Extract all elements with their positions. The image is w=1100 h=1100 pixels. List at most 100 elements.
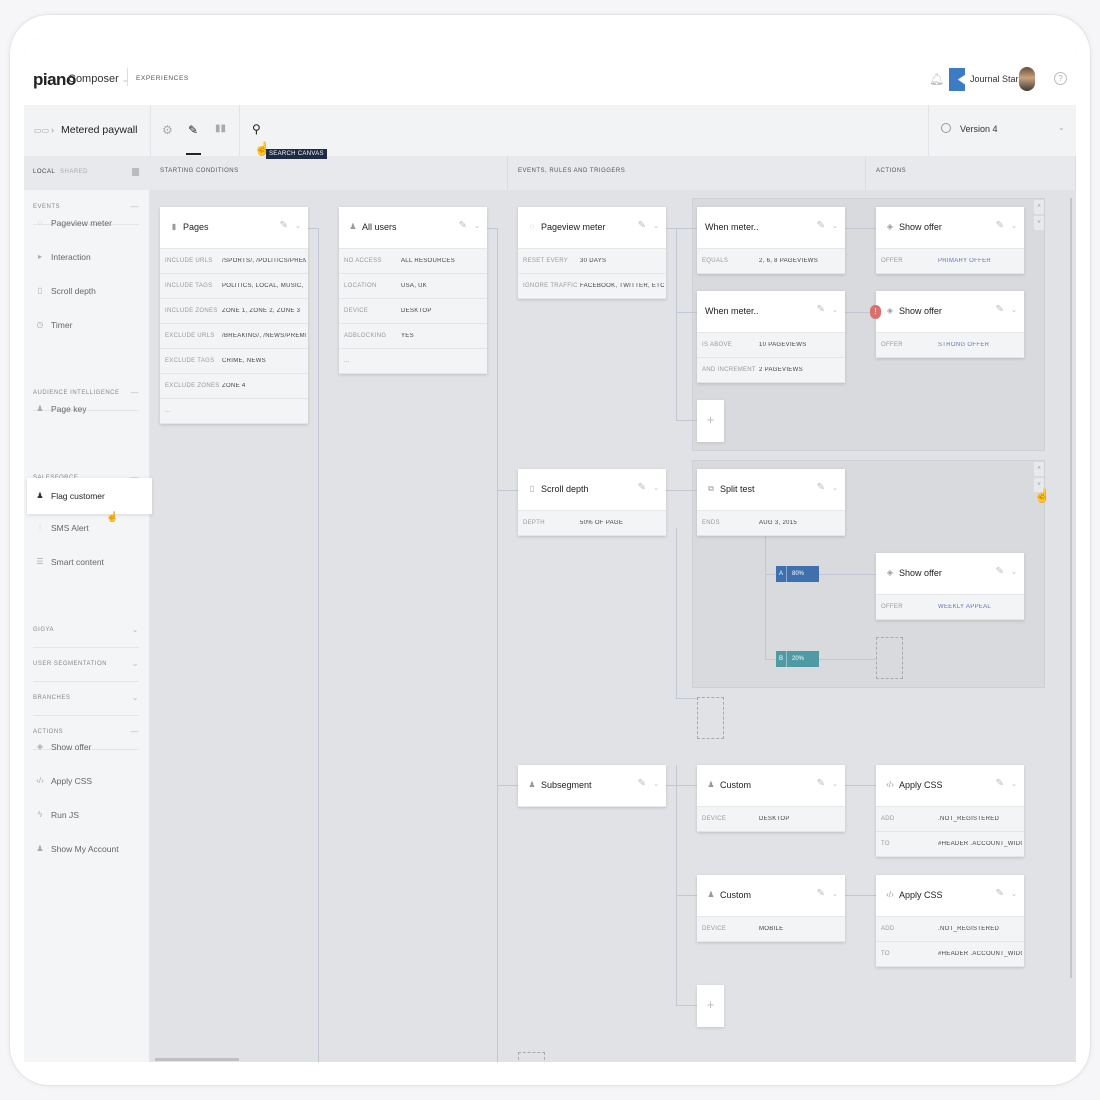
pencil-icon[interactable]: ✎ xyxy=(816,888,825,899)
pencil-icon[interactable]: ✎ xyxy=(637,482,646,493)
chevron-down-icon[interactable]: ⌄ xyxy=(1011,569,1017,576)
card-header[interactable]: ♟ Subsegment ✎ ⌄ xyxy=(518,765,666,807)
card-header[interactable]: ‹/› Apply CSS ✎ ⌄ xyxy=(876,875,1024,917)
bell-icon[interactable]: 🔔︎ xyxy=(929,72,945,86)
row-value[interactable]: WEEKLY APPEAL xyxy=(938,604,992,610)
card-pageview-meter[interactable]: ◌ Pageview meter ✎ ⌄ RESET EVERY 30 DAYS IGNOR… xyxy=(518,207,666,299)
sidebar-item-flag-customer[interactable]: ♟ Flag customer xyxy=(27,478,152,514)
sidebar-item-sms-alert[interactable]: ⫶ SMS Alert xyxy=(33,514,150,544)
chevron-down-icon[interactable]: ⌄ xyxy=(131,625,139,634)
avatar[interactable] xyxy=(1019,67,1035,91)
chevron-down-icon[interactable]: ⌄ xyxy=(832,781,838,788)
sidebar-section-actions[interactable]: ACTIONS — xyxy=(33,716,139,750)
chevron-down-icon[interactable]: ⌄ xyxy=(1011,307,1017,314)
vertical-scrollbar[interactable] xyxy=(1070,198,1072,978)
card-header[interactable]: When meter.. ✎ ⌄ xyxy=(697,291,845,333)
sidebar-section-gigya[interactable]: GIGYA ⌄ xyxy=(33,614,139,648)
chevron-down-icon[interactable]: ⌄ xyxy=(832,891,838,898)
pencil-icon[interactable]: ✎ xyxy=(458,220,467,231)
card-header[interactable]: ▯ Scroll depth ✎ ⌄ xyxy=(518,469,666,511)
pencil-icon[interactable]: ✎ xyxy=(279,220,288,231)
piano-logo[interactable]: piano xyxy=(33,70,76,89)
card-split-test[interactable]: ⧉ Split test ✎ ⌄ ENDS AUG 3, 2015 xyxy=(697,469,845,536)
pencil-icon[interactable]: ✎ xyxy=(816,778,825,789)
card-show-offer-3[interactable]: ◈ Show offer ✎ ⌄ OFFER WEEKLY APPEAL xyxy=(876,553,1024,620)
chevron-down-icon[interactable]: ˅ xyxy=(1034,478,1044,492)
pencil-icon[interactable]: ✎ xyxy=(816,482,825,493)
card-header[interactable]: ▮ Pages ✎ ⌄ xyxy=(160,207,308,249)
card-apply-css-1[interactable]: ‹/› Apply CSS ✎ ⌄ ADD .NOT_REGISTERED TO #HEADE… xyxy=(876,765,1024,857)
card-custom-1[interactable]: ♟ Custom ✎ ⌄ DEVICE DESKTOP xyxy=(697,765,845,832)
add-node-button[interactable]: + xyxy=(697,985,724,1027)
card-when-meter-2[interactable]: When meter.. ✎ ⌄ IS ABOVE 10 PAGEVIEWS AND IN… xyxy=(697,291,845,383)
tab-shared[interactable]: SHARED xyxy=(60,169,89,175)
chevron-down-icon[interactable]: ⌄ xyxy=(1011,223,1017,230)
pencil-icon[interactable]: ✎ xyxy=(995,888,1004,899)
flow-icon[interactable]: ▭▭ xyxy=(34,126,50,135)
sidebar-section-branches[interactable]: BRANCHES ⌄ xyxy=(33,682,139,716)
chevron-down-icon[interactable]: ⌄ xyxy=(832,307,838,314)
pencil-icon[interactable]: ✎ xyxy=(637,778,646,789)
sidebar-section-segmentation[interactable]: USER SEGMENTATION ⌄ xyxy=(33,648,139,682)
nav-experiences[interactable]: EXPERIENCES xyxy=(136,75,189,82)
app-switcher[interactable]: Composer ⌄ xyxy=(68,73,129,85)
pencil-icon[interactable]: ✎ xyxy=(995,220,1004,231)
chevron-down-icon[interactable]: ˅ xyxy=(1034,216,1044,230)
chevron-down-icon[interactable]: ⌄ xyxy=(131,693,139,702)
alert-icon[interactable]: ! xyxy=(870,305,881,319)
split-badge-b[interactable]: B 20% xyxy=(776,651,819,667)
card-custom-2[interactable]: ♟ Custom ✎ ⌄ DEVICE MOBILE xyxy=(697,875,845,942)
search-icon[interactable]: ⚲ xyxy=(252,122,261,136)
card-header[interactable]: ⧉ Split test ✎ ⌄ xyxy=(697,469,845,511)
card-when-meter-1[interactable]: When meter.. ✎ ⌄ EQUALS 2, 6, 8 PAGEVIEWS xyxy=(697,207,845,274)
card-subsegment[interactable]: ♟ Subsegment ✎ ⌄ xyxy=(518,765,666,807)
sidebar-item-scroll-depth[interactable]: ▯ Scroll depth xyxy=(33,277,150,307)
chevron-down-icon[interactable]: ⌄ xyxy=(653,223,659,230)
chevron-up-icon[interactable]: ˄ xyxy=(1034,200,1044,214)
chevron-up-icon[interactable]: ˄ xyxy=(1034,462,1044,476)
version-selector[interactable]: Version 4 xyxy=(960,124,998,134)
sidebar-item-interaction[interactable]: ▸ Interaction xyxy=(33,243,150,273)
chevron-down-icon[interactable]: ⌄ xyxy=(131,659,139,668)
collapse-icon[interactable]: — xyxy=(130,202,139,211)
sidebar-item-apply-css[interactable]: ‹/› Apply CSS xyxy=(33,767,150,797)
collapse-icon[interactable]: — xyxy=(131,473,140,482)
sidebar-item-run-js[interactable]: ϟ Run JS xyxy=(33,801,150,831)
card-header[interactable]: ◌ Pageview meter ✎ ⌄ xyxy=(518,207,666,249)
collapse-icon[interactable]: — xyxy=(130,388,139,397)
card-header[interactable]: ‹/› Apply CSS ✎ ⌄ xyxy=(876,765,1024,807)
chevron-down-icon[interactable]: ⌄ xyxy=(295,223,301,230)
chevron-down-icon[interactable]: ⌄ xyxy=(474,223,480,230)
pencil-icon[interactable]: ✎ xyxy=(995,778,1004,789)
sidebar-item-pageview-meter[interactable]: ◌ Pageview meter xyxy=(33,209,150,239)
pencil-icon[interactable]: ✎ xyxy=(188,123,199,137)
sidebar-section-events[interactable]: EVENTS — xyxy=(33,191,139,225)
card-header[interactable]: ♟ Custom ✎ ⌄ xyxy=(697,875,845,917)
tab-local[interactable]: LOCAL xyxy=(33,169,56,175)
horizontal-scrollbar[interactable] xyxy=(155,1058,239,1061)
sidebar-section-audience[interactable]: AUDIENCE INTELLIGENCE — xyxy=(33,377,139,411)
drop-target[interactable] xyxy=(876,637,903,679)
sidebar-item-timer[interactable]: ◷ Timer xyxy=(33,311,150,341)
chevron-down-icon[interactable]: ⌄ xyxy=(1011,781,1017,788)
card-header[interactable]: ◈ Show offer ✎ ⌄ xyxy=(876,291,1024,333)
card-header[interactable]: When meter.. ✎ ⌄ xyxy=(697,207,845,249)
account-name[interactable]: Journal Star xyxy=(970,74,1019,84)
chevron-down-icon[interactable]: ⌄ xyxy=(832,223,838,230)
drop-target[interactable] xyxy=(518,1052,545,1062)
row-value[interactable]: PRIMARY OFFER xyxy=(938,258,992,264)
sidebar-item-show-my-account[interactable]: ♟ Show My Account xyxy=(33,835,150,865)
chevron-down-icon[interactable]: ⌄ xyxy=(653,485,659,492)
folder-icon[interactable] xyxy=(132,168,139,176)
split-badge-a[interactable]: A 80% xyxy=(776,566,819,582)
chevron-down-icon[interactable]: ⌄ xyxy=(653,781,659,788)
gear-icon[interactable]: ⚙ xyxy=(162,123,173,137)
row-value[interactable]: STRONG OFFER xyxy=(938,342,990,348)
pencil-icon[interactable]: ✎ xyxy=(995,566,1004,577)
card-scroll-depth[interactable]: ▯ Scroll depth ✎ ⌄ DEPTH 50% OF PAGE xyxy=(518,469,666,536)
pencil-icon[interactable]: ✎ xyxy=(816,304,825,315)
chevron-down-icon[interactable]: ⌄ xyxy=(1011,891,1017,898)
sidebar-item-smart-content[interactable]: ☰ Smart content xyxy=(33,548,150,578)
chevron-down-icon[interactable]: ⌄ xyxy=(832,485,838,492)
bar-chart-icon[interactable]: ▮▮ xyxy=(215,123,227,134)
